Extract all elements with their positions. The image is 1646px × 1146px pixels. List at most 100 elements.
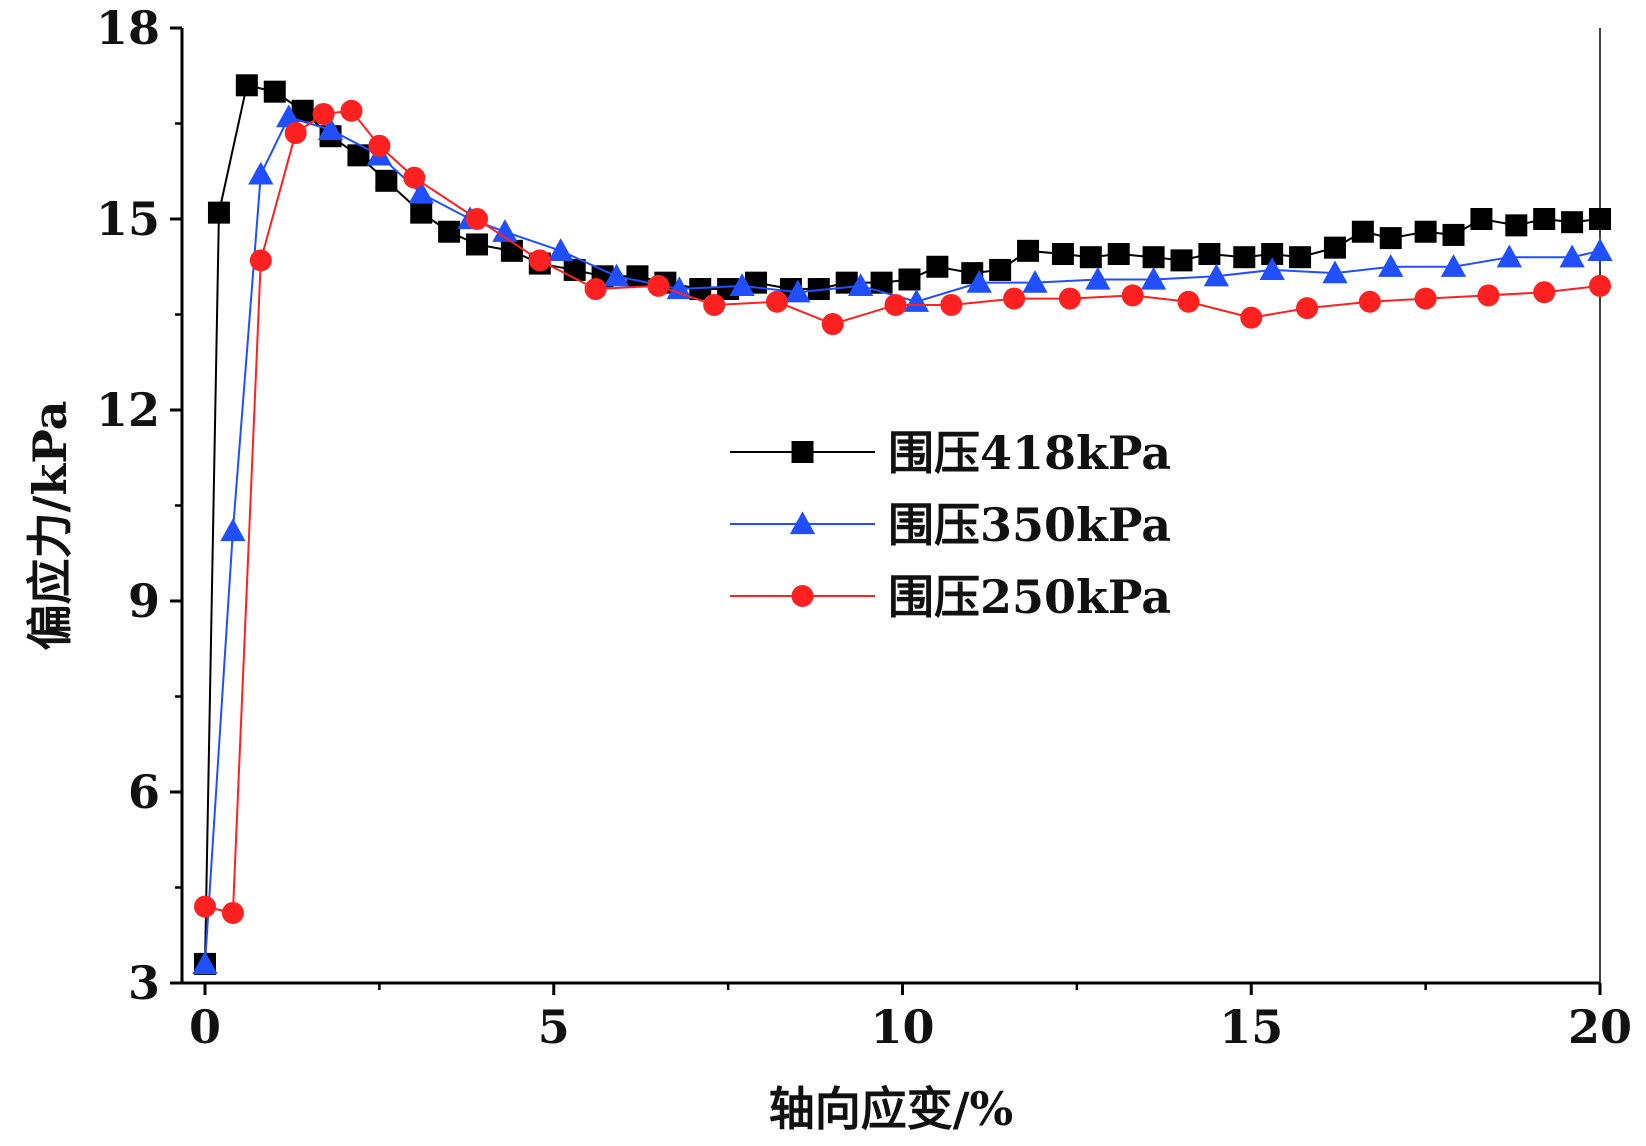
data-point bbox=[1203, 263, 1230, 287]
data-point bbox=[1442, 223, 1465, 246]
x-tick-label: 10 bbox=[870, 1000, 934, 1054]
data-point bbox=[408, 180, 434, 204]
data-point bbox=[1322, 260, 1348, 284]
x-axis-title: 轴向应变/% bbox=[769, 1082, 1014, 1136]
data-point bbox=[584, 278, 607, 301]
data-point bbox=[1533, 281, 1556, 304]
y-tick-label: 9 bbox=[128, 574, 160, 628]
data-point bbox=[466, 208, 489, 230]
data-point bbox=[1177, 290, 1200, 313]
legend-label: 围压250kPa bbox=[888, 570, 1171, 624]
data-point bbox=[207, 201, 230, 224]
y-tick-label: 18 bbox=[96, 1, 160, 55]
legend-marker bbox=[789, 511, 816, 535]
data-point bbox=[1140, 266, 1167, 290]
data-point bbox=[1561, 211, 1584, 234]
x-tick-label: 0 bbox=[189, 1000, 221, 1054]
data-point bbox=[1259, 257, 1285, 281]
data-point bbox=[1170, 249, 1193, 272]
data-point bbox=[1296, 297, 1319, 320]
data-point bbox=[375, 169, 398, 192]
data-point bbox=[1414, 220, 1437, 243]
data-point bbox=[1058, 287, 1081, 310]
data-point bbox=[317, 117, 344, 140]
x-tick-label: 15 bbox=[1219, 1000, 1283, 1054]
data-point bbox=[898, 268, 921, 291]
y-tick-label: 6 bbox=[128, 765, 160, 819]
data-point bbox=[1379, 227, 1402, 250]
data-point bbox=[1261, 243, 1284, 266]
data-point bbox=[248, 161, 274, 185]
data-point bbox=[666, 276, 692, 300]
data-point bbox=[263, 80, 286, 103]
series-2 bbox=[192, 104, 1613, 975]
data-point bbox=[703, 293, 726, 316]
series-layer bbox=[192, 74, 1613, 975]
series-3 bbox=[194, 99, 1611, 924]
data-point bbox=[1107, 243, 1130, 266]
data-point bbox=[1378, 254, 1404, 277]
data-point bbox=[966, 270, 992, 293]
data-point bbox=[192, 951, 218, 975]
legend-label: 围压350kPa bbox=[888, 498, 1171, 552]
series-line bbox=[204, 109, 1601, 915]
y-tick-label: 3 bbox=[128, 956, 160, 1010]
data-point bbox=[689, 278, 712, 301]
data-point bbox=[1003, 287, 1026, 310]
data-point bbox=[1505, 214, 1528, 237]
data-point bbox=[1440, 254, 1467, 277]
data-point bbox=[340, 99, 363, 122]
data-point bbox=[1477, 284, 1500, 307]
data-point bbox=[807, 278, 830, 301]
data-point bbox=[1289, 246, 1312, 269]
legend-item: 围压418kPa bbox=[730, 426, 1171, 480]
data-point bbox=[785, 279, 811, 303]
x-tick-label: 20 bbox=[1568, 1000, 1632, 1054]
data-point bbox=[1240, 306, 1263, 329]
legend-item: 围压250kPa bbox=[730, 570, 1171, 624]
data-point bbox=[1079, 246, 1102, 269]
legend-label: 围压418kPa bbox=[888, 426, 1171, 480]
data-point bbox=[276, 104, 302, 128]
data-point bbox=[249, 249, 272, 272]
data-point bbox=[926, 255, 949, 278]
legend: 围压418kPa 围压350kPa 围压250kPa bbox=[730, 426, 1171, 624]
y-axis-title: 偏应力/kPa bbox=[23, 401, 77, 651]
data-point bbox=[235, 74, 258, 97]
legend-marker bbox=[791, 441, 814, 463]
data-point bbox=[1589, 208, 1611, 230]
data-point bbox=[312, 102, 335, 125]
data-point bbox=[1496, 244, 1522, 268]
data-point bbox=[1017, 239, 1040, 262]
data-point bbox=[647, 274, 670, 297]
data-point bbox=[1351, 220, 1374, 243]
data-point bbox=[1323, 236, 1346, 259]
data-point bbox=[220, 518, 246, 542]
data-point bbox=[1085, 266, 1111, 290]
x-tick-label: 5 bbox=[538, 1000, 570, 1054]
data-point bbox=[940, 293, 963, 316]
legend-marker bbox=[791, 585, 814, 607]
data-point bbox=[1470, 208, 1493, 230]
y-tick-label: 15 bbox=[96, 192, 160, 246]
data-point bbox=[848, 273, 874, 296]
data-point bbox=[765, 290, 788, 313]
data-point bbox=[821, 313, 844, 336]
data-point bbox=[368, 134, 391, 157]
series-line bbox=[204, 115, 1601, 964]
data-point bbox=[884, 293, 907, 316]
data-point bbox=[1121, 284, 1144, 307]
legend-item: 围压350kPa bbox=[730, 498, 1171, 552]
data-point bbox=[1587, 238, 1613, 261]
data-point bbox=[1358, 290, 1381, 313]
data-point bbox=[438, 220, 461, 243]
y-tick-label: 12 bbox=[96, 383, 160, 437]
data-point bbox=[466, 233, 489, 256]
data-point bbox=[284, 122, 307, 145]
data-point bbox=[1233, 246, 1256, 269]
data-point bbox=[603, 263, 630, 287]
data-point bbox=[548, 238, 574, 261]
data-point bbox=[194, 895, 216, 918]
data-point bbox=[492, 219, 518, 242]
